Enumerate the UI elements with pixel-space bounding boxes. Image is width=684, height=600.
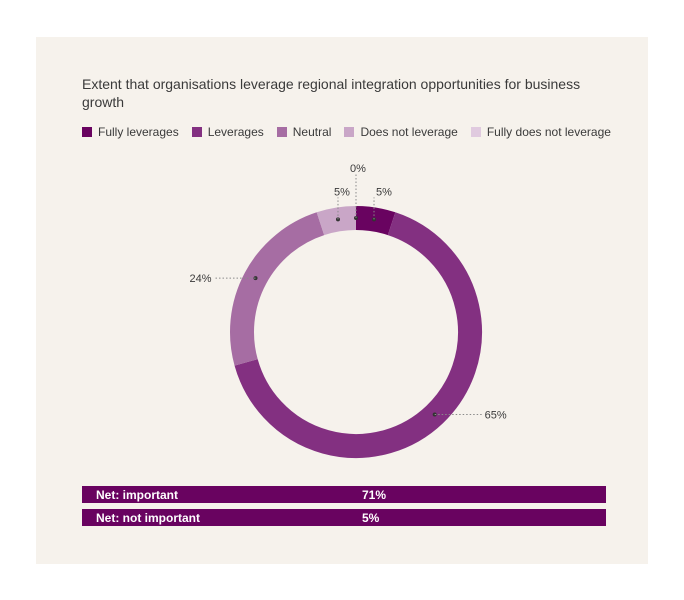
data-label-does-not-leverage: 5% [334, 186, 350, 198]
net-not-important-value: 5% [362, 511, 380, 525]
net-important-value: 71% [362, 488, 387, 502]
legend-swatch [276, 127, 287, 137]
legend-item-leverages: Leverages [191, 125, 264, 139]
chart-title: Extent that organisations leverage regio… [82, 76, 581, 110]
legend-label: Neutral [292, 125, 332, 139]
net-not-important-label: Net: not important [96, 511, 200, 525]
net-important-label: Net: important [96, 488, 178, 502]
legend-label: Leverages [207, 125, 264, 139]
legend-item-neutral: Neutral [276, 125, 332, 139]
data-label-neutral: 24% [189, 273, 211, 285]
legend-swatch [470, 127, 481, 137]
net-important-bar: Net: important 71% [82, 486, 606, 503]
legend-label: Fully does not leverage [486, 125, 611, 139]
data-label-fully-does-not-leverage: 0% [350, 163, 366, 175]
donut-slice-neutral [230, 212, 325, 366]
data-label-fully-leverages: 5% [376, 186, 392, 198]
legend-label: Does not leverage [360, 125, 458, 139]
legend-swatch [82, 127, 92, 137]
donut-chart: 5%65%24%5%0% [189, 163, 507, 458]
legend-item-does-not-leverage: Does not leverage [344, 125, 458, 139]
legend-item-fully-leverages: Fully leverages [82, 125, 179, 139]
legend-swatch [344, 127, 355, 137]
legend-item-fully-does-not-leverage: Fully does not leverage [470, 125, 611, 139]
chart-card: Extent that organisations leverage regio… [36, 37, 648, 564]
data-label-leverages: 65% [485, 410, 507, 422]
net-not-important-bar: Net: not important 5% [82, 509, 606, 526]
legend-swatch [191, 127, 202, 137]
legend: Fully leverages Leverages Neutral Does n… [82, 125, 624, 139]
legend-label: Fully leverages [98, 125, 179, 139]
